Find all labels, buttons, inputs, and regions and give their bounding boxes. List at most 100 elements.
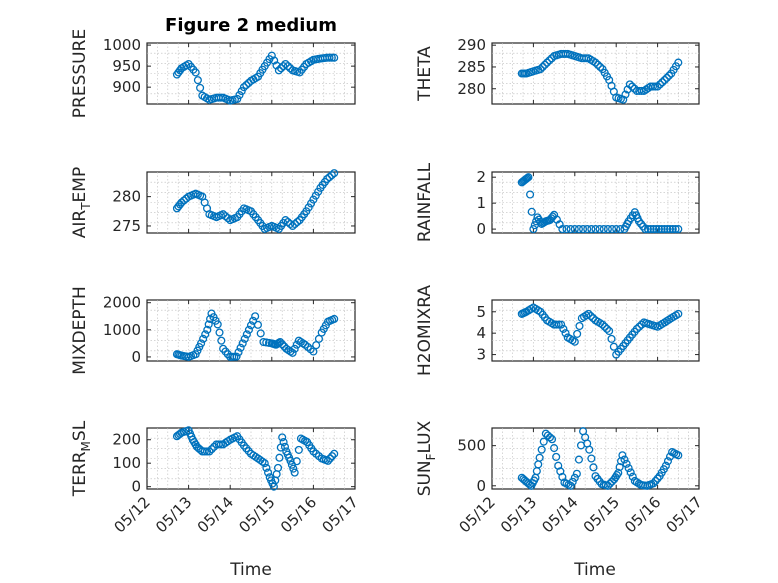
- data-point: [655, 80, 664, 89]
- data-point: [330, 169, 339, 178]
- data-point: [197, 339, 206, 348]
- data-point: [654, 225, 664, 234]
- data-point: [203, 325, 212, 334]
- data-point: [663, 457, 672, 466]
- data-point: [612, 225, 621, 234]
- data-point: [665, 71, 674, 80]
- data-point: [529, 225, 538, 234]
- data-point: [625, 80, 634, 89]
- data-point: [244, 325, 253, 334]
- data-point: [290, 468, 299, 477]
- data-point: [232, 352, 241, 361]
- data-point: [267, 51, 276, 60]
- data-point: [608, 225, 617, 234]
- data-point: [240, 334, 249, 343]
- data-point: [258, 457, 267, 466]
- data-point: [328, 452, 337, 461]
- data-point: [665, 225, 675, 234]
- data-point: [539, 437, 548, 446]
- data-point: [196, 83, 205, 92]
- data-point: [652, 225, 661, 234]
- data-point: [237, 87, 246, 96]
- data-point: [614, 468, 623, 477]
- data-point: [522, 174, 531, 183]
- y-tick-label: 200: [112, 431, 141, 449]
- data-point: [207, 445, 216, 454]
- y-tick-label: 4: [476, 324, 486, 342]
- subplot-theta: 280 285 290 THETA: [415, 36, 700, 105]
- y-axis-label-main: AIR: [70, 210, 90, 239]
- data-point: [641, 225, 650, 234]
- y-tick-label: 0: [476, 477, 486, 495]
- data-point: [591, 58, 600, 67]
- data-point: [293, 218, 302, 227]
- data-point: [193, 76, 202, 85]
- data-point: [558, 225, 567, 234]
- data-point: [609, 342, 618, 351]
- data-point: [586, 312, 595, 321]
- data-point: [236, 343, 245, 352]
- data-point: [618, 451, 627, 460]
- data-point: [281, 59, 290, 69]
- y-tick-label: 1000: [103, 321, 141, 339]
- data-point: [651, 82, 660, 91]
- data-point: [579, 225, 588, 234]
- data-point: [253, 320, 262, 329]
- data-point: [559, 324, 568, 333]
- data-point: [598, 320, 607, 329]
- y-tick-label: 2: [476, 168, 486, 186]
- data-point: [643, 225, 652, 234]
- data-point: [288, 348, 297, 357]
- y-tick-label: 2000: [103, 294, 141, 312]
- data-point: [327, 53, 336, 62]
- data-point: [674, 451, 683, 460]
- data-point: [605, 479, 615, 488]
- data-point: [600, 322, 609, 331]
- y-tick-label: 3: [476, 346, 486, 364]
- data-point: [624, 464, 633, 473]
- data-point: [536, 65, 545, 74]
- data-point: [201, 330, 210, 339]
- data-point: [628, 472, 637, 481]
- data-point: [674, 309, 683, 318]
- data-point: [330, 314, 339, 324]
- y-tick-label: 280: [457, 80, 486, 98]
- data-point: [543, 58, 552, 67]
- data-point: [281, 216, 290, 225]
- data-point: [649, 479, 658, 488]
- data-point: [630, 84, 639, 93]
- data-point: [585, 445, 594, 454]
- data-point: [270, 56, 279, 65]
- data-point: [574, 455, 583, 464]
- data-point: [327, 171, 336, 180]
- data-point: [216, 440, 225, 449]
- data-point: [557, 320, 566, 329]
- data-point: [276, 337, 285, 347]
- data-point: [537, 445, 546, 454]
- data-point: [651, 476, 660, 486]
- y-axis-label: PRESSURE: [70, 29, 90, 118]
- data-point: [587, 454, 596, 463]
- y-axis-label-subscript: T: [79, 202, 93, 211]
- y-tick-label: 0: [131, 478, 141, 496]
- data-point: [635, 322, 644, 331]
- data-point: [215, 328, 224, 337]
- y-axis-label: MIXDEPTH: [70, 286, 90, 375]
- data-point: [660, 75, 669, 85]
- y-axis-label: RAINFALL: [415, 162, 435, 242]
- data-point: [663, 225, 672, 234]
- data-point: [620, 455, 629, 464]
- data-point: [325, 454, 335, 463]
- y-axis-label-main: TERR: [70, 451, 90, 497]
- data-point: [591, 225, 600, 234]
- data-point: [653, 82, 662, 91]
- subplot-air-temp: 275 280 AIRTEMP: [70, 167, 356, 239]
- data-point: [632, 324, 641, 333]
- data-point: [570, 473, 579, 482]
- y-axis-label: THETA: [415, 46, 435, 102]
- data-point: [210, 442, 219, 451]
- y-tick-label: 500: [457, 437, 486, 455]
- data-point: [278, 340, 287, 349]
- subplot-rainfall: 0 1 2 RAINFALL: [415, 162, 700, 242]
